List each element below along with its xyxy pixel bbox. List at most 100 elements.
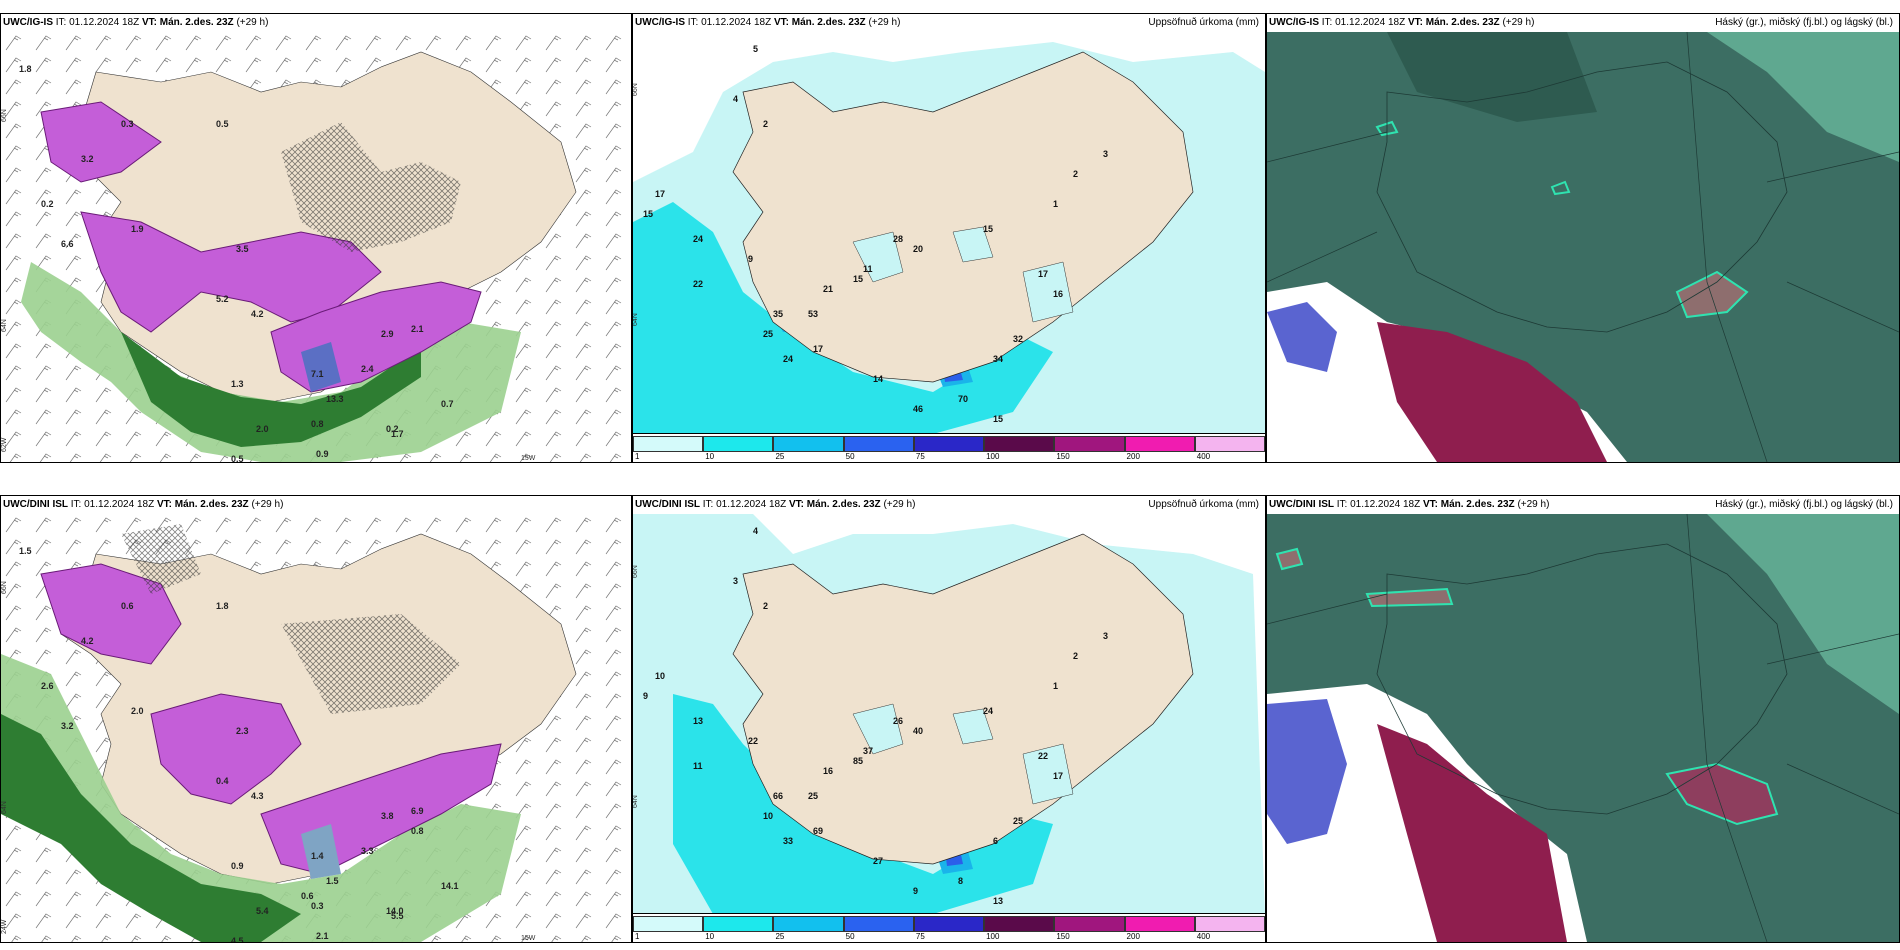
lead-time: (+29 h)	[1517, 499, 1550, 510]
map-value-label: 1.4	[311, 851, 324, 861]
legend-swatch	[1124, 916, 1195, 932]
it-value: 01.12.2024 18Z	[716, 499, 787, 510]
grid-label: 64N	[1, 319, 8, 332]
legend-swatch	[703, 436, 774, 452]
map-value-label: 24	[983, 706, 993, 716]
grid-lines	[1267, 32, 1899, 462]
map-value-label: 25	[808, 791, 818, 801]
cloud-title: Háský (gr.), miðský (fj.bl.) og lágský (…	[1715, 17, 1893, 28]
model-name: UWC/IG-IS	[1269, 17, 1319, 28]
it-value: 01.12.2024 18Z	[701, 17, 772, 28]
cloud-map	[1267, 32, 1899, 462]
map-value-label: 13	[993, 896, 1003, 906]
map-value-label: 2.0	[256, 424, 269, 434]
legend-swatch	[843, 436, 914, 452]
precip-title: Uppsöfnuð úrkoma (mm)	[1148, 499, 1259, 510]
map-value-label: 37	[863, 746, 873, 756]
it-value: 01.12.2024 18Z	[1350, 499, 1421, 510]
vt-label: VT:	[773, 17, 789, 28]
map-value-label: 17	[655, 189, 665, 199]
legend-label: 50	[845, 452, 855, 461]
snow-value-labels: 1.5 0.6 1.8 4.2 2.6 2.0 3.2 2.3 0.4 4.3 3.8 6.9 1.4 1…	[19, 546, 459, 942]
map-value-label: 11	[863, 264, 873, 274]
map-value-label: 0.6	[301, 891, 314, 901]
map-value-label: 6.6	[61, 239, 74, 249]
grid-label: 66N	[1, 581, 8, 594]
map-value-label: 4	[753, 526, 758, 536]
legend-swatch	[633, 916, 704, 932]
vt-value: Mán. 2.des. 23Z	[1440, 499, 1515, 510]
legend-label: 400	[1196, 452, 1211, 461]
hatched-area	[121, 524, 461, 714]
map-value-label: 40	[913, 726, 923, 736]
panel-header: UWC/DINI ISL IT: 01.12.2024 18Z VT: Mán.…	[1267, 496, 1899, 514]
map-value-label: 1.7	[391, 429, 404, 439]
precip-inland	[852, 226, 1074, 323]
cloud-high	[1707, 514, 1899, 714]
grid-label: 64N	[633, 313, 639, 326]
map-value-label: 1.5	[326, 876, 339, 886]
map-value-label: 11	[693, 761, 703, 771]
map-value-label: 0.6	[121, 601, 134, 611]
legend-label: 75	[915, 452, 925, 461]
panel-header: UWC/IG-IS IT: 01.12.2024 18Z VT: Mán. 2.…	[1, 14, 631, 32]
model-name: UWC/DINI ISL	[3, 499, 68, 510]
map-value-label: 3.8	[381, 811, 394, 821]
map-value-label: 46	[913, 404, 923, 414]
legend-swatch	[773, 436, 844, 452]
legend-swatch	[843, 916, 914, 932]
map-value-label: 66	[773, 791, 783, 801]
precip-legend: 1 10 25 50 75 100 150 200 400	[633, 913, 1265, 942]
map-value-label: 21	[823, 284, 833, 294]
vt-label: VT:	[156, 499, 172, 510]
map-value-label: 17	[1038, 269, 1048, 279]
legend-label: 200	[1126, 452, 1140, 461]
legend-label: 25	[775, 452, 785, 461]
precip-legend: 1 10 25 50 75 100 150 200 400	[633, 433, 1265, 462]
model-name: UWC/IG-IS	[635, 17, 685, 28]
map-value-label: 4.5	[231, 936, 244, 942]
map-value-label: 35	[773, 309, 783, 319]
snow-wind-panel-row2: UWC/DINI ISL IT: 01.12.2024 18Z VT: Mán.…	[0, 495, 632, 943]
iceland-coastline	[1376, 543, 1788, 815]
legend-label: 200	[1126, 932, 1140, 941]
lead-time: (+29 h)	[236, 17, 269, 28]
map-value-label: 1.3	[231, 379, 244, 389]
map-value-label: 0.8	[311, 419, 324, 429]
map-value-label: 85	[853, 756, 863, 766]
precip-medium	[633, 202, 1053, 434]
iceland-land	[732, 533, 1194, 865]
precip-panel-row1: UWC/IG-IS IT: 01.12.2024 18Z VT: Mán. 2.…	[632, 13, 1266, 463]
grid-label: 66N	[633, 83, 639, 96]
map-value-label: 28	[893, 234, 903, 244]
map-value-label: 33	[783, 836, 793, 846]
precip-inland	[852, 703, 1074, 805]
map-value-label: 4.2	[81, 636, 94, 646]
legend-label: 150	[1056, 932, 1070, 941]
map-value-label: 24	[783, 354, 793, 364]
panel-header: UWC/DINI ISL IT: 01.12.2024 18Z VT: Mán.…	[633, 496, 1265, 514]
cloud-mid	[1387, 32, 1597, 122]
map-value-label: 13.3	[326, 394, 344, 404]
map-value-label: 1.9	[131, 224, 144, 234]
vt-label: VT:	[1422, 499, 1438, 510]
legend-label: 1	[635, 452, 640, 461]
map-value-label: 0.3	[121, 119, 134, 129]
snow-wind-panel-row1: UWC/IG-IS IT: 01.12.2024 18Z VT: Mán. 2.…	[0, 13, 632, 463]
map-value-label: 5.2	[216, 294, 229, 304]
legend-label: 1	[635, 932, 640, 941]
map-value-label: 3	[733, 576, 738, 586]
map-value-label: 27	[873, 856, 883, 866]
lead-time: (+29 h)	[868, 17, 901, 28]
model-name: UWC/DINI ISL	[635, 499, 700, 510]
it-label: IT:	[702, 499, 714, 510]
snow-core	[301, 342, 341, 392]
legend-swatch	[1054, 916, 1125, 932]
legend-label: 400	[1196, 932, 1211, 941]
map-value-label: 70	[958, 394, 968, 404]
snow-precip-heavy	[121, 332, 421, 447]
legend-swatch	[703, 916, 774, 932]
map-value-label: 15	[983, 224, 993, 234]
panel-header: UWC/IG-IS IT: 01.12.2024 18Z VT: Mán. 2.…	[633, 14, 1265, 32]
map-value-label: 2.4	[361, 364, 374, 374]
